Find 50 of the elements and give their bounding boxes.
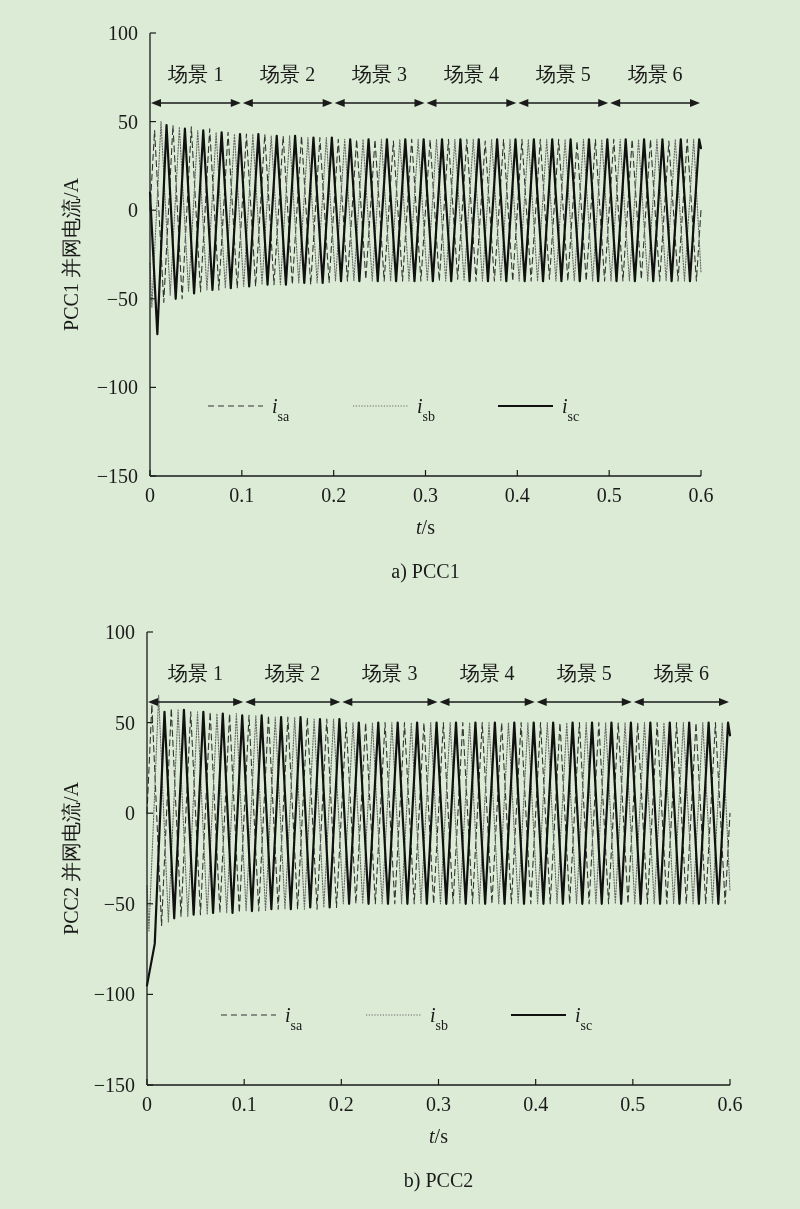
legend-label: i$_{sb}$ [430, 1004, 449, 1033]
annotation: 场景 3 [351, 63, 408, 85]
y-tick-label: 100 [105, 621, 135, 643]
legend-label: i$_{sa}$ [285, 1004, 304, 1033]
y-tick-label: −50 [103, 892, 135, 915]
x-axis-title: t/s [429, 1125, 449, 1147]
y-tick-label: −100 [93, 983, 135, 1006]
legend-label: i$_{sb}$ [417, 395, 436, 424]
x-tick-label: 0.3 [413, 484, 438, 506]
x-tick-label: 0.6 [717, 1093, 743, 1115]
legend-label: i$_{sc}$ [562, 395, 580, 424]
y-tick-label: −150 [93, 1074, 135, 1096]
x-tick-label: 0 [145, 484, 155, 506]
x-tick-label: 0.1 [229, 484, 255, 506]
y-tick-label: −100 [96, 376, 138, 399]
y-tick-label: 100 [108, 22, 138, 44]
text: a) PCC1 [391, 560, 460, 583]
annotation: 场景 3 [361, 662, 418, 684]
legend-label: i$_{sa}$ [272, 395, 291, 424]
annotation: 场景 2 [264, 662, 321, 684]
y-tick-label: 50 [118, 110, 138, 133]
x-tick-label: 0.5 [596, 484, 622, 506]
annotation: 场景 1 [167, 63, 224, 85]
x-axis-title: t/s [416, 516, 436, 538]
annotation: 场景 5 [534, 63, 591, 85]
x-tick-label: 0.1 [231, 1093, 257, 1115]
annotation: 场景 2 [259, 63, 316, 85]
annotation: 场景 5 [555, 662, 612, 684]
x-tick-label: 0.6 [688, 484, 714, 506]
legend-label: i$_{sc}$ [575, 1004, 593, 1033]
y-tick-label: 0 [125, 802, 135, 825]
y-tick-label: −150 [96, 465, 138, 487]
x-tick-label: 0.4 [523, 1093, 549, 1115]
x-tick-label: 0.3 [426, 1093, 451, 1115]
text: b) PCC2 [403, 1169, 474, 1192]
x-tick-label: 0.2 [321, 484, 347, 506]
x-tick-label: 0.5 [620, 1093, 646, 1115]
annotation: 场景 6 [652, 662, 709, 684]
y-axis-title: PCC1 并网电流/A [60, 177, 82, 331]
x-tick-label: 0.2 [328, 1093, 354, 1115]
annotation: 场景 6 [626, 63, 683, 85]
annotation: 场景 4 [442, 63, 499, 85]
annotation: 场景 1 [167, 662, 224, 684]
y-tick-label: 0 [128, 199, 138, 222]
y-axis-title: PCC2 并网电流/A [60, 781, 82, 935]
x-tick-label: 0.4 [504, 484, 530, 506]
x-tick-label: 0 [142, 1093, 152, 1115]
y-tick-label: 50 [115, 711, 135, 734]
y-tick-label: −50 [106, 287, 138, 310]
annotation: 场景 4 [458, 662, 515, 684]
